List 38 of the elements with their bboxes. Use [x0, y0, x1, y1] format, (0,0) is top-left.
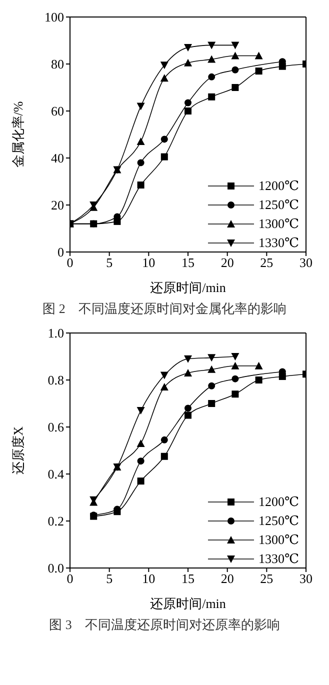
- y-tick-label: 0: [58, 244, 64, 260]
- x-tick-label: 10: [142, 255, 156, 270]
- y-tick-label: 40: [51, 150, 64, 166]
- x-axis-title: 还原时间/min: [150, 596, 226, 611]
- y-axis-title: 还原度X: [10, 426, 26, 475]
- x-tick-label: 10: [142, 571, 156, 586]
- y-axis-title: 金属化率/%: [10, 101, 26, 168]
- y-tick-label: 0.8: [48, 372, 64, 388]
- y-tick-label: 80: [51, 56, 64, 72]
- y-tick-label: 0.6: [48, 420, 64, 435]
- legend-label: 1250℃: [258, 196, 299, 212]
- y-tick-label: 0.2: [48, 514, 64, 529]
- legend-label: 1200℃: [258, 494, 299, 510]
- y-tick-label: 60: [51, 104, 64, 119]
- x-tick-label: 30: [300, 255, 312, 270]
- legend-label: 1300℃: [258, 216, 299, 232]
- legend-label: 1330℃: [258, 550, 299, 566]
- x-tick-label: 30: [300, 571, 312, 586]
- x-tick-label: 5: [106, 571, 113, 586]
- legend-label: 1300℃: [258, 532, 299, 548]
- legend-label: 1200℃: [258, 178, 299, 194]
- y-tick-label: 1.0: [48, 326, 64, 341]
- x-tick-label: 15: [182, 571, 194, 586]
- x-tick-label: 20: [220, 571, 234, 586]
- y-tick-label: 0.4: [48, 466, 64, 482]
- legend-label: 1330℃: [258, 234, 299, 250]
- y-tick-label: 20: [51, 198, 64, 213]
- caption: 图 2 不同温度还原时间对金属化率的影响: [42, 300, 288, 318]
- legend-label: 1250℃: [258, 512, 299, 528]
- x-tick-label: 20: [220, 255, 234, 270]
- y-tick-label: 0.0: [48, 560, 64, 576]
- y-tick-label: 100: [44, 10, 64, 25]
- caption: 图 3 不同温度还原时间对还原率的影响: [48, 616, 281, 634]
- x-tick-label: 15: [182, 255, 194, 270]
- x-tick-label: 25: [260, 571, 274, 586]
- x-axis-title: 还原时间/min: [150, 280, 226, 295]
- x-tick-label: 5: [106, 255, 113, 270]
- x-tick-label: 25: [260, 255, 274, 270]
